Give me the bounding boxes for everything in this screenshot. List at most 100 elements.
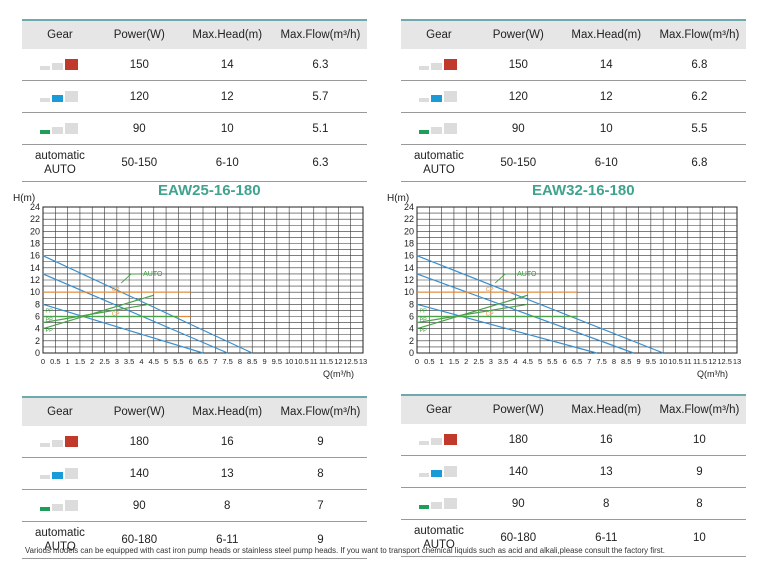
series-line — [416, 303, 528, 324]
power-cell: 140 — [97, 457, 181, 490]
gear-cell — [22, 49, 98, 81]
gear-auto-cell: automatic AUTO — [401, 144, 477, 182]
x-tick-label: 13 — [733, 357, 741, 366]
head-cell: 8 — [180, 489, 274, 522]
x-tick-label: 6.5 — [198, 357, 208, 366]
table-row: 180 16 10 — [401, 424, 746, 456]
x-tick-label: 5 — [164, 357, 168, 366]
column-header-head: Max.Head(m) — [180, 19, 274, 49]
gear-auto-label-2: AUTO — [44, 164, 76, 176]
x-tick-label: 0.5 — [50, 357, 60, 366]
table-row: 90 8 7 — [22, 489, 367, 522]
x-tick-label: 10 — [659, 357, 667, 366]
y-tick-label: 20 — [30, 226, 40, 236]
power-cell: 150 — [476, 49, 560, 81]
y-tick-label: 22 — [404, 214, 414, 224]
x-tick-label: 13 — [359, 357, 367, 366]
head-cell: 6-11 — [559, 519, 653, 557]
table-row: 150 14 6.3 — [22, 49, 367, 81]
x-tick-label: 0 — [415, 357, 419, 366]
y-tick-label: 6 — [409, 312, 414, 322]
gear-auto-label: automatic — [414, 525, 464, 537]
y-tick-label: 4 — [35, 324, 40, 334]
table-row: automatic AUTO 60-180 6-11 10 — [401, 519, 746, 557]
x-tick-label: 11.5 — [319, 357, 333, 366]
table-row: 180 16 9 — [22, 426, 367, 458]
gear-cell — [401, 80, 477, 113]
curve-annotation: PP — [45, 318, 53, 324]
footnote: Various models can be equipped with cast… — [25, 546, 665, 555]
y-tick-label: 6 — [35, 312, 40, 322]
x-axis-label: Q(m³/h) — [323, 369, 354, 379]
flow-cell: 10 — [652, 519, 746, 557]
x-tick-label: 1.5 — [75, 357, 85, 366]
gear-level-2-icon — [39, 468, 78, 480]
x-tick-label: 1.5 — [449, 357, 459, 366]
curve-annotation: AUTO — [517, 271, 537, 278]
y-tick-label: 18 — [404, 239, 414, 249]
x-tick-label: 9.5 — [272, 357, 282, 366]
power-cell: 180 — [476, 424, 560, 456]
x-tick-label: 7.5 — [596, 357, 606, 366]
table-row: 90 8 8 — [401, 487, 746, 520]
x-tick-label: 8 — [238, 357, 242, 366]
column-header-power: Power(W) — [476, 394, 560, 424]
power-cell: 50-150 — [97, 144, 181, 182]
head-cell: 14 — [559, 49, 653, 81]
flow-cell: 6.3 — [273, 144, 367, 182]
gear-level-3-icon — [39, 59, 78, 71]
flow-cell: 7 — [273, 489, 367, 522]
gear-level-2-icon — [418, 91, 457, 103]
x-tick-label: 2.5 — [99, 357, 109, 366]
y-tick-label: 20 — [404, 226, 414, 236]
gear-level-1-icon — [39, 123, 78, 135]
table-row: 140 13 8 — [22, 457, 367, 490]
series-line — [416, 294, 528, 330]
x-tick-label: 3 — [115, 357, 119, 366]
series-line — [416, 255, 664, 354]
table-row: 150 14 6.8 — [401, 49, 746, 81]
gear-level-2-icon — [418, 466, 457, 478]
gear-level-3-icon — [418, 434, 457, 446]
table-row: automatic AUTO 50-150 6-10 6.8 — [401, 144, 746, 182]
x-tick-label: 3.5 — [498, 357, 508, 366]
flow-cell: 6.8 — [652, 144, 746, 182]
x-tick-label: 9 — [262, 357, 266, 366]
power-cell: 60-180 — [97, 521, 181, 559]
curve-annotation: AUTO — [143, 271, 163, 278]
table-row: 120 12 6.2 — [401, 80, 746, 113]
gear-cell — [22, 426, 98, 458]
x-tick-label: 4 — [139, 357, 143, 366]
x-tick-label: 12.5 — [717, 357, 732, 366]
table-row: 90 10 5.5 — [401, 112, 746, 145]
y-tick-label: 0 — [409, 348, 414, 358]
gear-auto-cell: automatic AUTO — [22, 521, 98, 559]
curve-annotation: PP — [419, 308, 427, 314]
table-row: 90 10 5.1 — [22, 112, 367, 145]
x-tick-label: 10.5 — [668, 357, 683, 366]
x-tick-label: 8 — [612, 357, 616, 366]
y-tick-label: 14 — [30, 263, 40, 273]
y-tick-label: 14 — [404, 263, 414, 273]
spec-table-top-left: Gear Power(W) Max.Head(m) Max.Flow(m³/h) 150… — [22, 19, 367, 182]
curve-annotation: CP — [112, 311, 120, 317]
y-tick-label: 22 — [30, 214, 40, 224]
gear-level-3-icon — [418, 59, 457, 71]
curve-annotation: PP — [419, 318, 427, 324]
y-tick-label: 10 — [30, 287, 40, 297]
y-tick-label: 8 — [35, 299, 40, 309]
y-tick-label: 2 — [35, 336, 40, 346]
x-tick-label: 1 — [66, 357, 70, 366]
flow-cell: 8 — [273, 457, 367, 490]
x-tick-label: 4.5 — [149, 357, 159, 366]
power-cell: 150 — [97, 49, 181, 81]
column-header-power: Power(W) — [97, 19, 181, 49]
power-cell: 90 — [97, 489, 181, 522]
flow-cell: 9 — [652, 455, 746, 488]
column-header-head: Max.Head(m) — [559, 394, 653, 424]
curve-annotation: PP — [45, 308, 53, 314]
series-line — [416, 303, 597, 354]
x-tick-label: 10.5 — [294, 357, 309, 366]
